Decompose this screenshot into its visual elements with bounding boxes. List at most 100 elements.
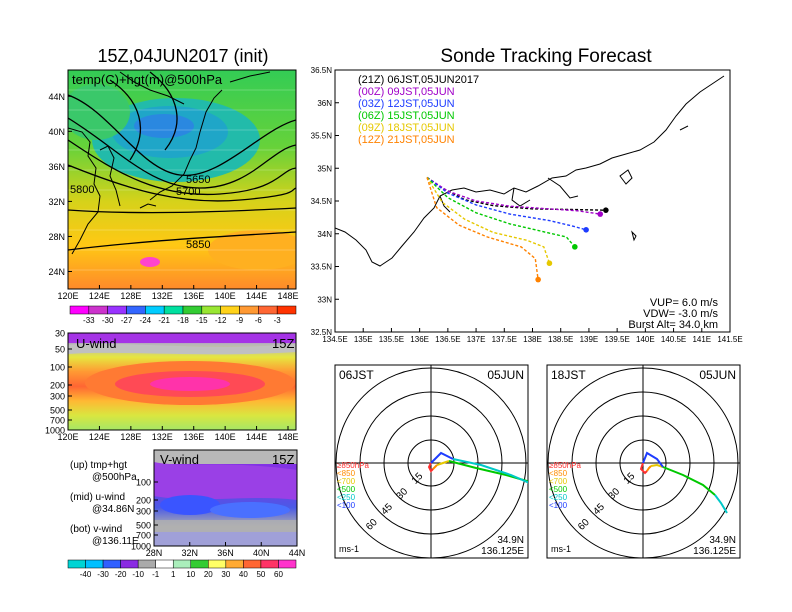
side-label-up-2: @500hPa	[92, 472, 137, 483]
hodograph-trace-2	[436, 460, 450, 466]
side-label-up-1: (up) tmp+hgt	[70, 460, 127, 471]
wind-colorbar-label: 40	[239, 570, 248, 579]
track-x-tick-label: 141E	[692, 335, 711, 344]
wind-colorbar-cell	[137, 559, 156, 569]
hodograph-trace-3	[430, 451, 454, 464]
map-x-tick-label: 132E	[152, 291, 173, 301]
wind-colorbar-label: 20	[204, 570, 213, 579]
map-variable-label: temp(C)+hgt(m)@500hPa	[72, 72, 223, 87]
hodograph-time-right: 05JUN	[487, 368, 524, 382]
v-y-tick-label: 100	[136, 478, 151, 488]
hodograph-lon: 136.125E	[693, 546, 736, 557]
u-x-tick-label: 128E	[120, 432, 141, 442]
v-x-tick-label: 28N	[146, 548, 163, 558]
v-x-tick-label: 32N	[181, 548, 198, 558]
info-vup: VUP= 6.0 m/s	[650, 297, 719, 309]
temp-colorbar-label: -9	[236, 316, 244, 325]
wind-colorbar-cell	[85, 559, 104, 569]
track-y-tick-label: 34.5N	[311, 197, 333, 206]
info-burst: Burst Alt= 34.0 km	[628, 319, 718, 331]
sonde-tracks	[426, 176, 609, 283]
temp-colorbar-cell	[201, 305, 221, 315]
contour-label-5800: 5800	[70, 184, 94, 196]
wind-colorbar-cell	[102, 559, 121, 569]
hodograph-unit: ms-1	[339, 544, 359, 554]
track-endpoint-1	[597, 211, 604, 217]
u-y-tick-label: 700	[50, 416, 65, 426]
track-x-tick-label: 135E	[354, 335, 373, 344]
temp-colorbar-label: -27	[121, 316, 133, 325]
u-y-tick-label: 500	[50, 406, 65, 416]
track-y-tick-label: 33N	[317, 295, 332, 304]
map-y-tick-label: 28N	[48, 232, 65, 242]
hodograph-trace-1	[646, 465, 652, 472]
map-x-tick-label: 144E	[246, 291, 267, 301]
temp-height-map	[67, 69, 297, 290]
track-line-2	[426, 176, 587, 231]
wind-colorbar-label: -1	[152, 570, 160, 579]
u-wind-label: U-wind	[76, 336, 116, 351]
wind-colorbar-cell	[172, 559, 192, 569]
v-x-tick-label: 40N	[253, 548, 270, 558]
track-y-ticks: 32.5N 33N 33.5N 34N 34.5N 35N 35.5N 36N 36.5N	[311, 66, 339, 337]
track-line-3	[426, 176, 576, 248]
v-wind-section	[153, 449, 298, 547]
contour-label-5850: 5850	[186, 239, 210, 251]
track-x-tick-label: 134.5E	[322, 335, 347, 344]
hodograph-trace-3	[642, 451, 664, 468]
track-endpoint-2	[583, 227, 589, 233]
track-y-tick-label: 36.5N	[311, 66, 333, 75]
v-y-tick-label: 200	[136, 496, 151, 506]
wind-colorbar-cell	[120, 559, 139, 569]
track-line-4	[426, 177, 551, 264]
track-legend-entry-4: (09Z) 18JST,05JUN	[358, 122, 455, 134]
map-y-ticks: 24N 28N 32N 36N 40N 44N	[48, 92, 72, 277]
track-y-tick-label: 35.5N	[311, 132, 333, 141]
hodograph-legend-entry: <700	[337, 477, 356, 486]
wind-colorbar-label: -30	[97, 570, 109, 579]
wind-colorbar-cell	[225, 559, 244, 569]
side-label-mid-2: @34.86N	[92, 504, 134, 515]
temp-colorbar-label: -15	[196, 316, 208, 325]
track-line-0	[426, 176, 606, 211]
sonde-track-map	[334, 69, 731, 333]
track-x-tick-label: 138E	[523, 335, 542, 344]
u-wind-time: 15Z	[272, 336, 294, 351]
map-title: 15Z,04JUN2017 (init)	[97, 46, 268, 66]
track-legend-entry-1: (00Z) 09JST,05JUN	[358, 86, 455, 98]
wind-colorbar-cell	[243, 559, 262, 569]
v-y-tick-label: 300	[136, 507, 151, 517]
hodograph-legend-entry: <700	[549, 477, 568, 486]
hodograph-legend-entry: <100	[549, 501, 568, 510]
track-y-tick-label: 34N	[317, 230, 332, 239]
track-endpoint-3	[572, 244, 578, 250]
hodograph-legend-entry: <100	[337, 501, 356, 510]
u-y-tick-label: 1000	[45, 426, 65, 436]
wind-colorbar-cell	[155, 559, 174, 569]
v-wind-label: V-wind	[160, 452, 199, 467]
temp-colorbar-cell	[239, 305, 259, 315]
temp-colorbar-cell	[107, 305, 127, 315]
temp-colorbar-cell	[145, 305, 165, 315]
temp-colorbar-label: -18	[177, 316, 189, 325]
v-x-tick-label: 36N	[217, 548, 234, 558]
hodograph-unit: ms-1	[551, 544, 571, 554]
track-line-5	[426, 177, 539, 280]
track-legend-entry-3: (06Z) 15JST,05JUN	[358, 110, 455, 122]
map-y-tick-label: 36N	[48, 162, 65, 172]
track-y-tick-label: 35N	[317, 164, 332, 173]
hodograph-trace-4	[662, 466, 716, 496]
track-line-1	[426, 176, 601, 215]
temp-colorbar-label: -24	[140, 316, 152, 325]
v-y-tick-label: 500	[136, 521, 151, 531]
u-y-tick-label: 50	[55, 345, 65, 355]
u-x-tick-label: 144E	[246, 432, 267, 442]
temp-colorbar-label: -21	[158, 316, 170, 325]
u-y-tick-label: 100	[50, 363, 65, 373]
map-x-tick-label: 136E	[183, 291, 204, 301]
wind-colorbar-cell	[208, 559, 227, 569]
